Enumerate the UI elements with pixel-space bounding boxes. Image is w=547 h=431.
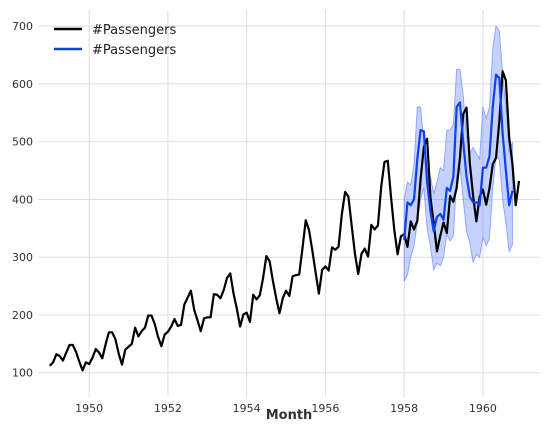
y-tick-labels: 100 200 300 400 500 600 700: [12, 20, 33, 380]
x-axis-title: Month: [266, 408, 313, 423]
y-tick-label: 700: [12, 20, 33, 33]
x-tick-label: 1956: [311, 402, 339, 415]
x-tick-labels: 1950 1952 1954 1956 1958 1960: [75, 402, 497, 415]
x-tick-label: 1952: [154, 402, 182, 415]
y-tick-label: 300: [12, 251, 33, 264]
y-tick-label: 100: [12, 367, 33, 380]
legend: #Passengers #Passengers: [54, 23, 176, 58]
y-tick-label: 200: [12, 309, 33, 322]
series-lines: [49, 70, 521, 372]
y-tick-label: 400: [12, 193, 33, 206]
x-tick-label: 1950: [75, 402, 103, 415]
series-line-actual: [49, 70, 521, 372]
x-tick-label: 1960: [469, 402, 497, 415]
x-tick-label: 1954: [233, 402, 261, 415]
legend-label-forecast: #Passengers: [92, 43, 176, 58]
legend-label-actual: #Passengers: [92, 23, 176, 38]
x-tick-label: 1958: [390, 402, 418, 415]
series-line-forecast: [403, 73, 514, 240]
y-tick-label: 600: [12, 78, 33, 91]
y-tick-label: 500: [12, 136, 33, 149]
